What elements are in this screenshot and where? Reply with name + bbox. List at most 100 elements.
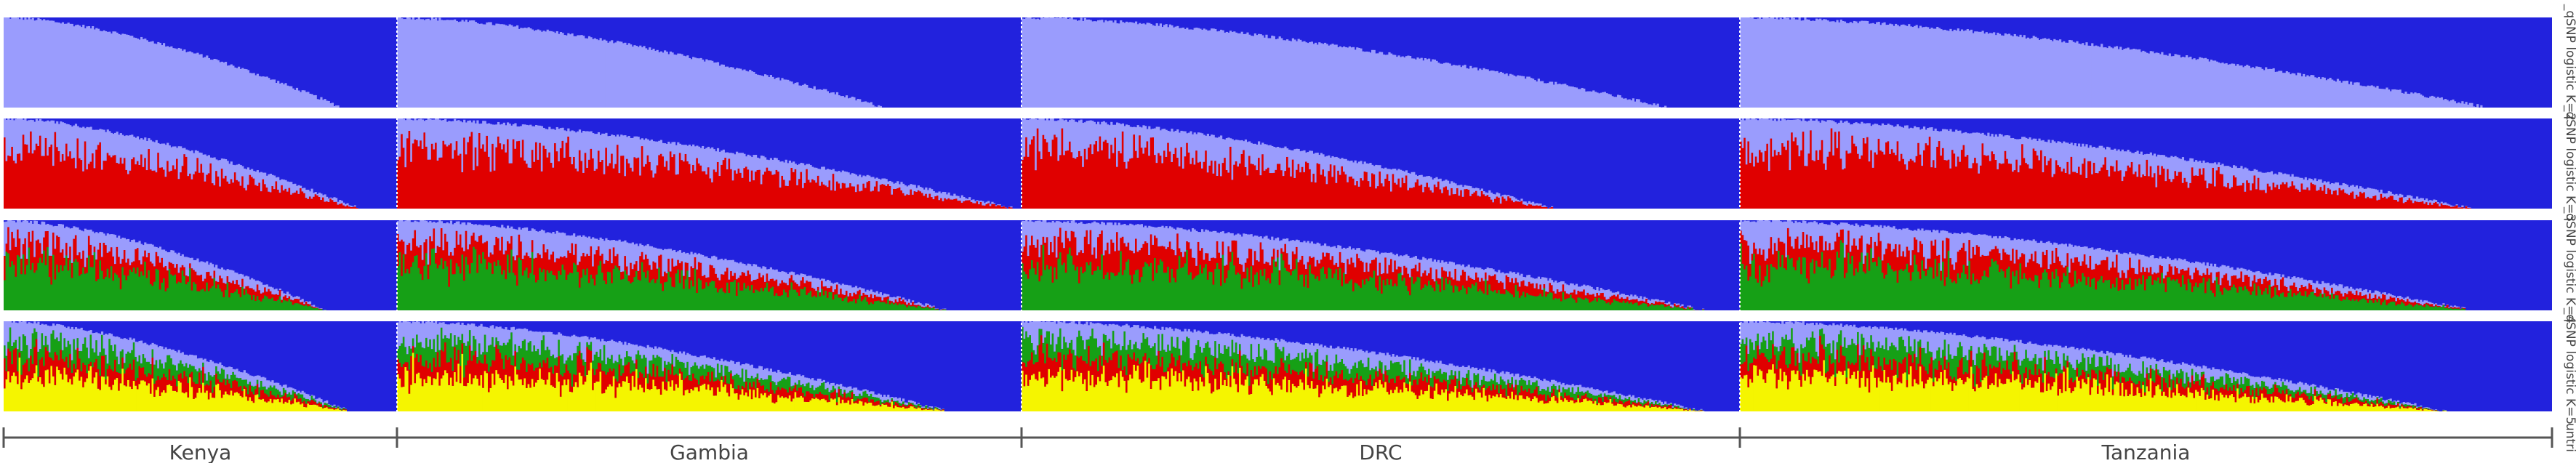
admixture-bar-segment — [2260, 68, 2264, 108]
admixture-bar-segment — [1363, 52, 1366, 108]
admixture-bar-segment — [219, 289, 222, 310]
admixture-bar-segment — [67, 257, 70, 271]
admixture-bar-segment — [164, 47, 167, 108]
admixture-bar-segment — [402, 19, 406, 108]
admixture-bar-segment — [832, 92, 835, 108]
admixture-bar-segment — [1461, 65, 1464, 108]
admixture-bar-segment — [569, 34, 572, 108]
admixture-bar-segment — [506, 241, 510, 255]
admixture-bar-segment — [145, 257, 148, 278]
admixture-bar-segment — [854, 174, 858, 193]
admixture-bar-segment — [1456, 65, 1459, 108]
admixture-bar-segment — [2388, 89, 2391, 108]
admixture-bar-segment — [87, 127, 91, 164]
admixture-bar-segment — [2414, 92, 2417, 108]
admixture-bar-segment — [1146, 141, 1149, 209]
admixture-bar-segment — [116, 32, 119, 108]
admixture-bar-segment — [1243, 33, 1245, 108]
admixture-bar-segment — [548, 152, 551, 209]
admixture-bar-segment — [652, 49, 655, 108]
admixture-bar-segment — [480, 23, 483, 108]
admixture-bar-segment — [467, 22, 470, 108]
admixture-bar-segment — [1830, 128, 1833, 209]
admixture-bar-segment — [2059, 39, 2062, 108]
admixture-bar-segment — [2285, 182, 2288, 209]
admixture-bar-segment — [125, 34, 128, 108]
admixture-bar-segment — [677, 259, 680, 270]
admixture-bar-segment — [252, 171, 255, 179]
admixture-bar-segment — [1091, 154, 1094, 209]
admixture-bar-segment — [213, 270, 216, 278]
admixture-bar-segment — [828, 93, 831, 108]
admixture-bar-segment — [1777, 118, 1781, 152]
admixture-bar-segment — [809, 182, 812, 209]
admixture-bar-segment — [308, 196, 312, 209]
admixture-bar-segment — [1517, 199, 1520, 202]
admixture-bar-segment — [499, 124, 502, 144]
admixture-bar-segment — [1063, 17, 1066, 108]
admixture-bar-segment — [2143, 176, 2147, 209]
admixture-bar-segment — [1794, 137, 1797, 209]
admixture-bar-segment — [103, 243, 105, 280]
admixture-bar-segment — [2149, 152, 2152, 166]
admixture-bar-segment — [48, 276, 52, 310]
admixture-bar-segment — [518, 227, 521, 235]
admixture-bar-segment — [641, 138, 643, 147]
admixture-bar-segment — [819, 169, 822, 186]
admixture-bar-segment — [4, 222, 7, 256]
admixture-bar-segment — [1248, 34, 1251, 108]
admixture-bar-segment — [2072, 145, 2075, 172]
admixture-bar-segment — [294, 303, 297, 310]
admixture-bar-segment — [2026, 37, 2030, 108]
admixture-bar-segment — [932, 199, 935, 209]
admixture-bar-segment — [1514, 201, 1517, 209]
admixture-bar-segment — [30, 241, 33, 270]
admixture-bar-segment — [353, 206, 356, 209]
admixture-bar-segment — [307, 198, 310, 209]
admixture-bar-segment — [1044, 139, 1047, 209]
admixture-bar-segment — [2361, 188, 2364, 193]
admixture-bar-segment — [1794, 119, 1797, 138]
admixture-bar-segment — [183, 267, 186, 276]
admixture-bar-segment — [1744, 17, 1746, 108]
admixture-bar-segment — [2306, 180, 2309, 188]
admixture-bar-segment — [573, 254, 576, 263]
admixture-bar-segment — [1876, 22, 1879, 108]
admixture-bar-segment — [326, 100, 329, 108]
admixture-bar-segment — [337, 204, 340, 209]
admixture-bar-segment — [245, 169, 248, 190]
admixture-bar-segment — [404, 254, 407, 274]
admixture-bar-segment — [433, 149, 436, 209]
admixture-bar-segment — [2247, 65, 2250, 108]
admixture-bar-segment — [1022, 119, 1024, 161]
admixture-bar-segment — [779, 272, 782, 283]
admixture-bar-segment — [1201, 133, 1204, 169]
admixture-bar-segment — [1414, 174, 1417, 182]
admixture-bar-segment — [735, 296, 739, 310]
admixture-bar-segment — [69, 23, 72, 108]
admixture-bar-segment — [758, 169, 761, 209]
admixture-bar-segment — [873, 301, 877, 310]
admixture-bar-segment — [1055, 279, 1058, 310]
admixture-bar-segment — [1337, 170, 1340, 209]
admixture-bar-segment — [2389, 196, 2392, 209]
admixture-bar-segment — [1938, 131, 1941, 142]
admixture-bar-segment — [811, 166, 814, 180]
admixture-bar-segment — [878, 294, 880, 297]
admixture-bar-segment — [268, 191, 270, 209]
admixture-bar-segment — [1382, 55, 1385, 108]
admixture-bar-segment — [2378, 88, 2381, 108]
admixture-bar-segment — [1027, 156, 1030, 209]
admixture-bar-segment — [446, 222, 449, 242]
admixture-bar-segment — [1048, 17, 1051, 108]
admixture-bar-segment — [213, 267, 216, 271]
admixture-bar-segment — [230, 179, 233, 209]
admixture-bar-segment — [508, 24, 511, 108]
admixture-bar-segment — [2102, 47, 2105, 108]
admixture-bar-segment — [1155, 163, 1158, 209]
admixture-bar-segment — [1237, 140, 1240, 167]
admixture-bar-segment — [86, 230, 89, 258]
admixture-bar-segment — [822, 184, 825, 209]
admixture-bar-segment — [1870, 23, 1873, 108]
admixture-bar-segment — [497, 260, 500, 310]
